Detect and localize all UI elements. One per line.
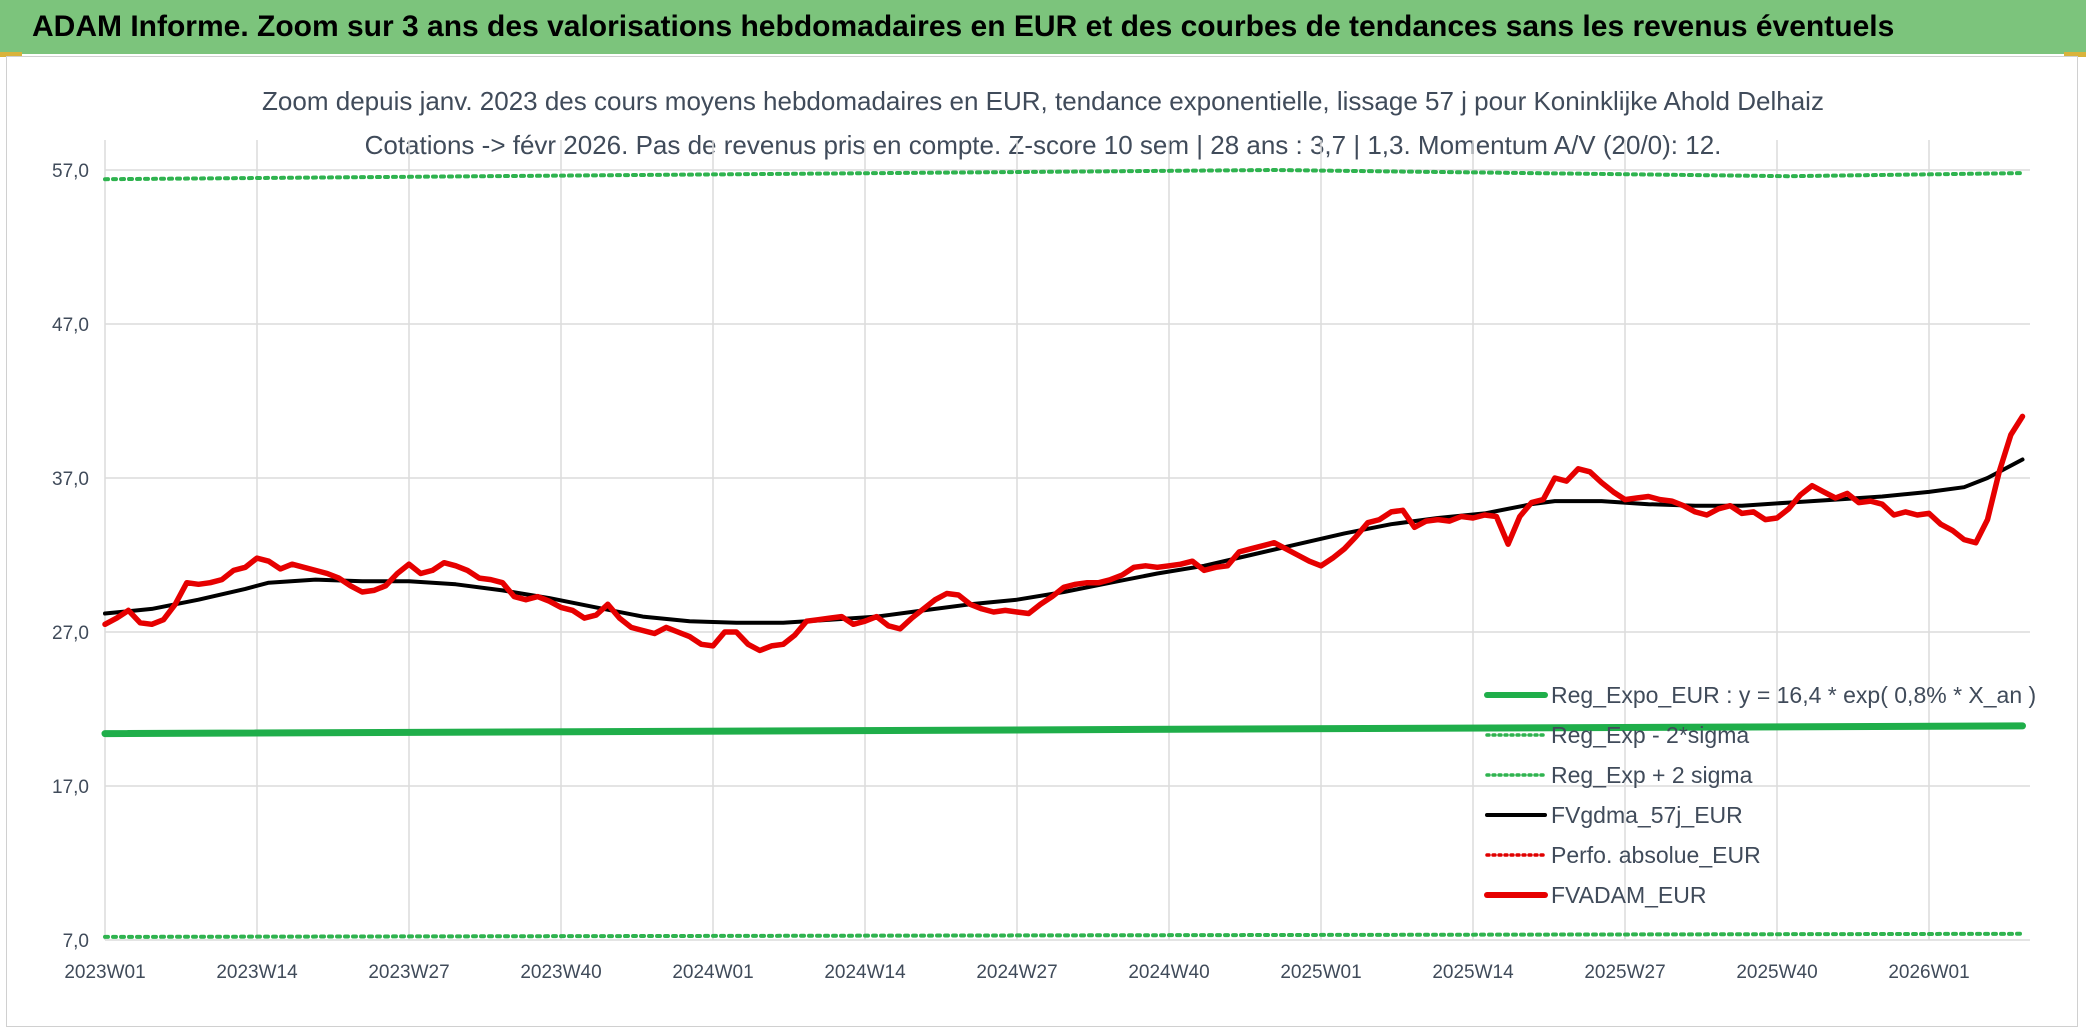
x-tick-label: 2026W01 [1888,962,1969,983]
x-tick-label: 2024W40 [1128,962,1209,983]
x-tick-label: 2025W14 [1432,962,1514,983]
series-fvadam-line [102,413,2026,654]
y-tick-label: 57,0 [52,161,89,182]
header-bar: ADAM Informe. Zoom sur 3 ans des valoris… [0,0,2086,54]
x-tick-label: 2025W01 [1280,962,1361,983]
page-title: ADAM Informe. Zoom sur 3 ans des valoris… [32,10,1895,43]
chart-subtitle: Cotations -> févr 2026. Pas de revenus p… [365,130,1722,160]
corner-accent-left [0,52,22,57]
legend-label: Reg_Exp - 2*sigma [1551,722,1749,748]
series-fvgdma-line [103,457,2025,625]
x-tick-label: 2023W40 [520,962,601,983]
x-tick-label: 2023W01 [64,962,145,983]
chart-title: Zoom depuis janv. 2023 des cours moyens … [262,86,1824,116]
y-tick-label: 37,0 [52,469,89,490]
series-reg-exp-minus-2sigma-line [103,931,2025,939]
corner-accent-right [2064,52,2086,57]
legend-label: FVgdma_57j_EUR [1551,802,1743,828]
x-tick-label: 2025W40 [1736,962,1817,983]
y-tick-label: 7,0 [63,931,89,952]
x-tick-label: 2023W14 [216,962,298,983]
series-reg-expo-line [101,722,2026,738]
x-tick-label: 2024W01 [672,962,753,983]
x-tick-label: 2024W27 [976,962,1057,983]
x-tick-label: 2024W14 [824,962,906,983]
legend-label: Perfo. absolue_EUR [1551,842,1761,868]
y-tick-label: 47,0 [52,315,89,336]
series-layer [101,168,2026,939]
legend-label: Reg_Exp + 2 sigma [1551,762,1753,788]
y-tick-label: 17,0 [52,777,89,798]
legend-label: Reg_Expo_EUR : y = 16,4 * exp( 0,8% * X_… [1551,682,2036,708]
legend: Reg_Expo_EUR : y = 16,4 * exp( 0,8% * X_… [1484,682,2036,908]
grid-layer: 57,0 47,0 37,0 27,0 17,0 7,0 2023W01 2023W14 202… [52,140,2030,983]
x-tick-label: 2023W27 [368,962,449,983]
y-tick-label: 27,0 [52,623,89,644]
x-tick-label: 2025W27 [1584,962,1665,983]
series-reg-exp-plus-2sigma-line [103,168,2025,182]
chart-box [6,56,2078,1027]
legend-label: FVADAM_EUR [1551,882,1707,908]
